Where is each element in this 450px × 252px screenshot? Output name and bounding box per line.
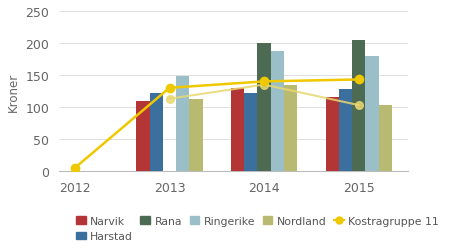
Y-axis label: Kroner: Kroner (7, 72, 20, 111)
Bar (244, 93, 257, 171)
Bar (378, 106, 392, 171)
Bar (136, 102, 150, 171)
Bar (284, 85, 297, 171)
Bar (352, 41, 365, 171)
Bar (365, 56, 378, 171)
Bar (325, 98, 339, 171)
Legend: Narvik, Harstad, Rana, Ringerike, Nordland, Kostragruppe 11: Narvik, Harstad, Rana, Ringerike, Nordla… (72, 212, 443, 246)
Bar (231, 88, 244, 171)
Bar (150, 93, 163, 171)
Bar (271, 52, 284, 171)
Bar (257, 44, 271, 171)
Bar (339, 90, 352, 171)
Bar (189, 99, 202, 171)
Bar (176, 77, 189, 171)
